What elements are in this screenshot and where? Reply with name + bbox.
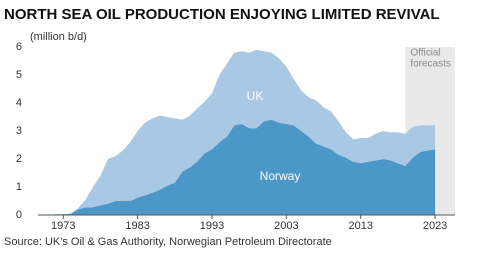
- y-axis-label: (million b/d): [30, 31, 87, 43]
- source: Source: UK's Oil & Gas Authority, Norweg…: [4, 236, 332, 248]
- y-tick-label: 3: [16, 125, 22, 137]
- series-label: Norway: [260, 169, 301, 183]
- y-tick-label: 6: [16, 41, 22, 53]
- x-tick-label: 1993: [200, 220, 224, 232]
- x-tick-label: 2023: [423, 220, 447, 232]
- forecast-note: Official: [410, 48, 440, 59]
- x-tick-label: 1973: [51, 220, 75, 232]
- area: [41, 119, 436, 215]
- x-tick-label: 2013: [348, 220, 372, 232]
- forecast-note: forecasts: [410, 59, 451, 70]
- y-tick-label: 0: [16, 209, 22, 221]
- y-tick-label: 4: [16, 97, 22, 109]
- y-tick-label: 1: [16, 181, 22, 193]
- chart-title: NORTH SEA OIL PRODUCTION ENJOYING LIMITE…: [4, 6, 440, 23]
- x-tick-label: 1983: [125, 220, 149, 232]
- x-tick-label: 2003: [274, 220, 298, 232]
- area: [41, 49, 436, 215]
- y-tick-label: 5: [16, 69, 22, 81]
- series-label: UK: [247, 89, 264, 103]
- y-tick-label: 2: [16, 153, 22, 165]
